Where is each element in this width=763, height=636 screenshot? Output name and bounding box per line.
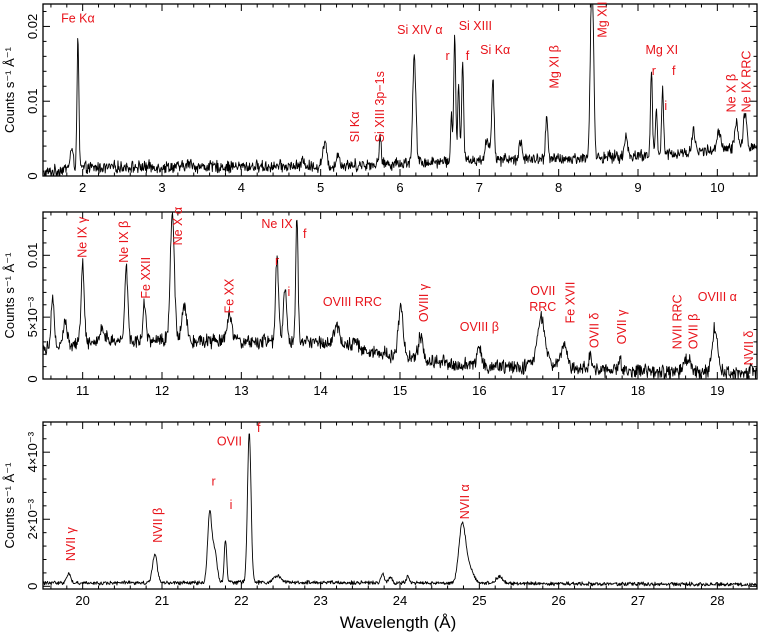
- line-annotation: Ne X β: [725, 74, 739, 112]
- line-annotation: r: [652, 64, 656, 78]
- x-tick-label: 13: [234, 383, 248, 398]
- x-tick-label: 2: [79, 180, 86, 195]
- x-tick-label: 24: [393, 593, 407, 608]
- line-annotation: OVIII γ: [417, 283, 431, 322]
- x-tick-label: 20: [75, 593, 89, 608]
- line-annotation: i: [664, 99, 667, 113]
- y-axis-label: Counts s⁻¹ Å⁻¹: [2, 462, 17, 549]
- x-tick-label: 27: [631, 593, 645, 608]
- line-annotation: f: [672, 64, 676, 78]
- line-annotation: Ne IX RRC: [740, 51, 754, 113]
- panel-1: 2 3 4 5 6 7 8 9 10 0 0.01 0.02 Counts s⁻¹ Å⁻¹ Fe Kα SI…: [2, 0, 758, 195]
- x-tick-label: 26: [551, 593, 565, 608]
- y-tick-label: 2×10⁻³: [25, 498, 40, 539]
- spectrum-line: [42, 212, 758, 380]
- line-annotation: Fe XVII: [564, 282, 578, 324]
- x-tick-label: 19: [710, 383, 724, 398]
- y-tick-label: 0.01: [25, 89, 40, 114]
- panel-2: 11 12 13 14 15 16 17 18 19 0 5×10⁻³ 0.01 Counts s⁻¹ …: [2, 207, 758, 398]
- x-tick-label: 5: [317, 180, 324, 195]
- line-annotation: r: [211, 475, 215, 489]
- x-tick-label: 17: [551, 383, 565, 398]
- line-annotation: OVIII β: [460, 320, 499, 334]
- x-tick-label: 8: [555, 180, 562, 195]
- line-annotation: OVII: [217, 434, 242, 448]
- panel-3: 20 21 22 23 24 25 26 27 28 0 2×10⁻³ 4×10⁻³ Counts s⁻…: [2, 421, 758, 608]
- x-tick-label: 21: [155, 593, 169, 608]
- line-annotation: Si XIV α: [397, 23, 442, 37]
- line-annotation: Mg XII α: [595, 0, 609, 38]
- line-annotation: Fe XX: [222, 278, 236, 313]
- line-annotation: Fe Kα: [61, 12, 95, 26]
- line-annotation: NVII RRC: [671, 294, 685, 349]
- y-tick-label: 0.01: [25, 243, 40, 268]
- line-annotation: Si Kα: [480, 43, 510, 57]
- line-annotation: SI Kα: [348, 111, 362, 142]
- line-annotation: f: [303, 227, 307, 241]
- y-tick-label: 0: [25, 583, 40, 590]
- line-annotation: NVII γ: [64, 526, 78, 561]
- y-tick-label: 0: [25, 375, 40, 382]
- line-annotation: NVII β: [151, 508, 165, 543]
- y-tick-label: 0.02: [25, 14, 40, 39]
- y-tick-label: 5×10⁻³: [25, 296, 40, 337]
- line-annotation: Mg XI β: [548, 45, 562, 88]
- line-annotation: f: [466, 49, 470, 63]
- x-tick-label: 4: [238, 180, 245, 195]
- line-annotation: i: [288, 285, 291, 299]
- x-tick-label: 3: [158, 180, 165, 195]
- line-annotation: r: [275, 254, 279, 268]
- x-tick-label: 9: [634, 180, 641, 195]
- x-tick-label: 14: [313, 383, 327, 398]
- x-tick-label: 15: [393, 383, 407, 398]
- x-tick-label: 11: [76, 383, 90, 398]
- line-annotation: Ne X α: [171, 207, 185, 246]
- y-tick-label: 4×10⁻³: [25, 431, 40, 472]
- line-annotation: Ne IX γ: [76, 216, 90, 258]
- x-tick-label: 28: [710, 593, 724, 608]
- x-tick-label: 18: [631, 383, 645, 398]
- x-tick-label: 10: [710, 180, 724, 195]
- line-annotation: OVII γ: [615, 309, 629, 344]
- x-tick-label: 12: [155, 383, 169, 398]
- line-annotation: OVIII RRC: [323, 295, 382, 309]
- x-tick-label: 22: [234, 593, 248, 608]
- x-tick-label: 6: [396, 180, 403, 195]
- x-tick-label: 7: [476, 180, 483, 195]
- line-annotation: f: [257, 421, 261, 435]
- line-annotation: Ne IX: [261, 217, 293, 231]
- line-annotation: Fe XXII: [139, 257, 153, 299]
- line-annotation: OVII β: [687, 314, 701, 350]
- line-annotation: OVIII α: [698, 290, 737, 304]
- line-annotation: NVII α: [458, 484, 472, 519]
- line-annotation: Si XIII 3p−1s: [373, 71, 387, 142]
- y-axis-label: Counts s⁻¹ Å⁻¹: [2, 252, 17, 339]
- x-tick-label: 25: [472, 593, 486, 608]
- line-annotation: NVII δ: [742, 331, 756, 366]
- y-axis-label: Counts s⁻¹ Å⁻¹: [2, 46, 17, 133]
- line-annotation: Ne IX β: [117, 221, 131, 263]
- line-annotation: OVII: [530, 284, 555, 298]
- plot-frame: [42, 421, 758, 590]
- line-annotation: Si XIII: [459, 19, 492, 33]
- line-annotation: RRC: [529, 300, 556, 314]
- line-annotation: OVII δ: [587, 313, 601, 348]
- line-annotation: Mg XI: [645, 43, 678, 57]
- line-annotation: i: [230, 498, 233, 512]
- x-axis-label: Wavelength (Å): [340, 613, 457, 632]
- x-tick-label: 23: [313, 593, 327, 608]
- x-tick-label: 16: [472, 383, 486, 398]
- line-annotation: r: [446, 49, 450, 63]
- y-tick-label: 0: [25, 172, 40, 179]
